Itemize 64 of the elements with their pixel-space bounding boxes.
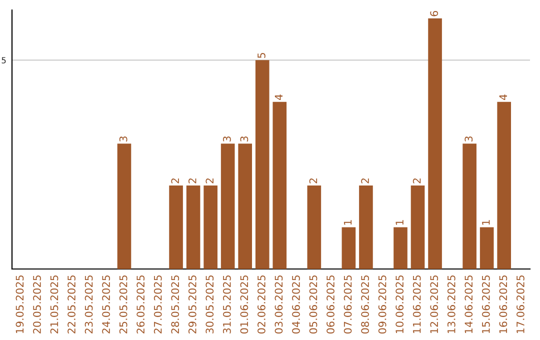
bar <box>255 60 270 269</box>
data-label: 2 <box>171 178 179 184</box>
bar <box>272 102 287 269</box>
data-label: 2 <box>206 178 214 184</box>
bar <box>480 227 494 269</box>
x-tick-label: 17.06.2025 <box>516 275 524 334</box>
data-label: 1 <box>344 220 352 225</box>
data-label: 2 <box>309 178 318 184</box>
data-label: 1 <box>482 220 490 225</box>
data-label: 6 <box>430 10 438 16</box>
x-tick-label: 28.05.2025 <box>171 275 180 334</box>
x-tick-label: 21.05.2025 <box>50 275 58 334</box>
x-tick-label: 29.05.2025 <box>188 275 196 334</box>
x-tick-label: 15.06.2025 <box>482 275 490 334</box>
bar <box>394 227 408 269</box>
bar <box>359 185 373 269</box>
data-label: 3 <box>222 136 231 142</box>
data-label: 4 <box>499 94 507 100</box>
data-label: 2 <box>361 178 369 184</box>
x-tick-label: 20.05.2025 <box>33 275 41 334</box>
x-tick-label: 04.06.2025 <box>292 275 300 334</box>
x-tick-label: 02.06.2025 <box>258 275 266 334</box>
x-tick-label: 12.06.2025 <box>430 275 438 334</box>
x-tick-label: 05.06.2025 <box>309 275 318 334</box>
bar <box>410 185 425 269</box>
bar <box>117 144 132 269</box>
x-tick-label: 19.05.2025 <box>16 275 24 334</box>
x-tick-label: 25.05.2025 <box>119 275 128 334</box>
data-label: 3 <box>240 136 248 142</box>
x-tick-label: 22.05.2025 <box>68 275 76 334</box>
x-tick-label: 24.05.2025 <box>102 275 110 334</box>
x-tick-label: 26.05.2025 <box>136 275 145 334</box>
x-tick-label: 23.05.2025 <box>84 275 93 334</box>
x-tick-label: 11.06.2025 <box>412 275 421 334</box>
x-tick-label: 01.06.2025 <box>240 275 248 334</box>
bar <box>238 144 252 269</box>
x-tick-label: 31.05.2025 <box>222 275 231 334</box>
x-tick-label: 07.06.2025 <box>344 275 352 334</box>
data-label: 1 <box>396 220 404 225</box>
x-tick-label: 08.06.2025 <box>361 275 369 334</box>
x-tick-label: 30.05.2025 <box>206 275 214 334</box>
bar <box>428 18 442 269</box>
data-label: 4 <box>274 94 283 100</box>
x-tick-label: 06.06.2025 <box>326 275 334 334</box>
x-tick-label: 10.06.2025 <box>396 275 404 334</box>
bar <box>307 185 322 269</box>
data-label: 3 <box>464 136 473 142</box>
data-label: 2 <box>188 178 196 184</box>
bar <box>497 102 512 269</box>
bar <box>204 185 218 269</box>
bar <box>462 144 476 269</box>
x-tick-label: 09.06.2025 <box>378 275 386 334</box>
bar <box>169 185 183 269</box>
data-label: 5 <box>258 53 266 58</box>
x-tick-label: 13.06.2025 <box>447 275 456 334</box>
data-label: 3 <box>119 136 128 142</box>
x-tick-label: 16.06.2025 <box>499 275 508 334</box>
x-tick-label: 14.06.2025 <box>464 275 473 334</box>
x-tick-label: 03.06.2025 <box>274 275 283 334</box>
bar <box>186 185 200 269</box>
data-label: 2 <box>412 178 421 184</box>
x-tick-label: 27.05.2025 <box>154 275 162 334</box>
bar <box>342 227 356 269</box>
bar <box>220 144 235 269</box>
